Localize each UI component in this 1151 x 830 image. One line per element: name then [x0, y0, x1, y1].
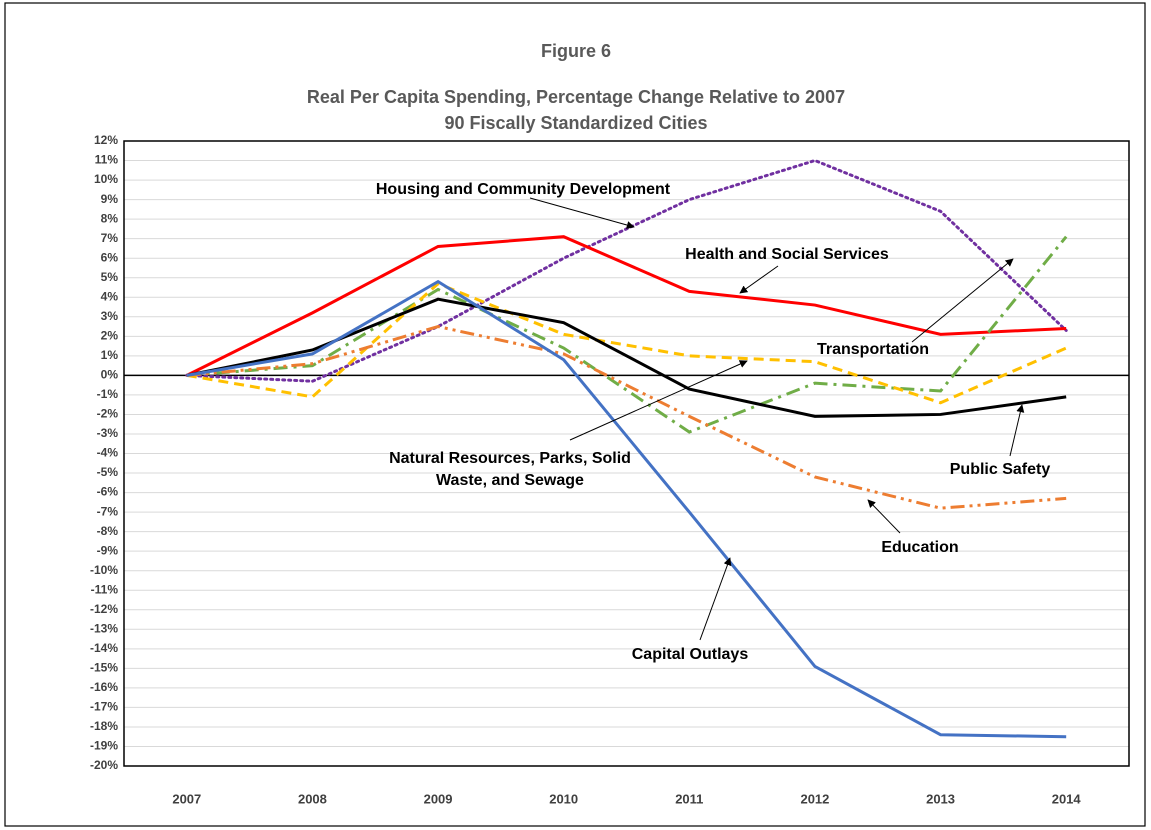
y-tick-label: -12% [90, 602, 118, 616]
series-line [186, 235, 1067, 377]
y-tick-label: -2% [97, 407, 119, 421]
y-tick-label: 2% [101, 328, 119, 342]
chart-subtitle: Real Per Capita Spending, Percentage Cha… [307, 87, 845, 107]
y-tick-label: 3% [101, 309, 119, 323]
y-tick-label: -18% [90, 719, 118, 733]
y-tick-label: -15% [90, 661, 118, 675]
y-tick-label: -16% [90, 680, 118, 694]
y-tick-label: -5% [97, 465, 119, 479]
y-tick-label: -17% [90, 700, 118, 714]
y-tick-label: -4% [97, 446, 119, 460]
y-tick-label: 6% [101, 250, 119, 264]
y-tick-label: -19% [90, 739, 118, 753]
annotation-label: Education [881, 539, 958, 556]
y-tick-label: 11% [95, 153, 119, 167]
annotation-label: Natural Resources, Parks, Solid Waste, a… [389, 450, 631, 489]
annotation-arrow [911, 258, 1014, 343]
annotation-arrow [699, 557, 732, 641]
series-line [186, 235, 1068, 434]
y-tick-label: -3% [97, 426, 119, 440]
annotation-arrow [529, 197, 635, 229]
y-tick-label: 0% [101, 368, 119, 382]
annotation-arrow [739, 265, 779, 294]
y-tick-label: -14% [90, 641, 118, 655]
y-tick-label: -9% [97, 543, 119, 557]
x-tick-label: 2008 [298, 791, 327, 806]
annotation-arrow [569, 360, 748, 441]
y-tick-label: 7% [101, 231, 119, 245]
y-tick-label: -6% [97, 485, 119, 499]
y-tick-label: -1% [97, 387, 119, 401]
x-tick-label: 2014 [1052, 791, 1082, 806]
annotation-box: Natural Resources, Parks, Solid Waste, a… [389, 450, 631, 489]
annotation-label: Housing and Community Development [376, 181, 671, 198]
y-tick-label: -8% [97, 524, 119, 538]
plot-border [123, 140, 1130, 767]
y-tick-label: -7% [97, 504, 119, 518]
chart-subtitle: 90 Fiscally Standardized Cities [444, 113, 707, 133]
annotation-label: Transportation [817, 341, 929, 358]
y-tick-label: -10% [90, 563, 118, 577]
x-tick-label: 2007 [172, 791, 201, 806]
annotation-label: Capital Outlays [632, 646, 749, 663]
y-tick-label: 8% [101, 211, 119, 225]
y-tick-label: -20% [90, 758, 118, 772]
series-line [186, 324, 1067, 510]
annotation-label: Public Safety [950, 461, 1051, 478]
x-tick-label: 2013 [926, 791, 955, 806]
annotation-label: Health and Social Services [685, 246, 889, 263]
x-tick-label: 2011 [675, 791, 703, 806]
x-tick-label: 2009 [424, 791, 453, 806]
x-tick-label: 2010 [549, 791, 578, 806]
y-tick-label: 12% [94, 133, 118, 147]
y-tick-label: 1% [101, 348, 119, 362]
series-line [186, 279, 1067, 739]
y-tick-label: -11% [91, 582, 119, 596]
annotation-arrow [1009, 404, 1025, 457]
y-tick-label: 9% [101, 192, 119, 206]
y-tick-label: 10% [94, 172, 118, 186]
chart-title: Figure 6 [541, 41, 611, 61]
y-tick-label: 4% [101, 289, 119, 303]
y-tick-label: -13% [90, 621, 118, 635]
y-tick-label: 5% [101, 270, 119, 284]
x-tick-label: 2012 [800, 791, 829, 806]
annotation-arrow [867, 499, 901, 534]
